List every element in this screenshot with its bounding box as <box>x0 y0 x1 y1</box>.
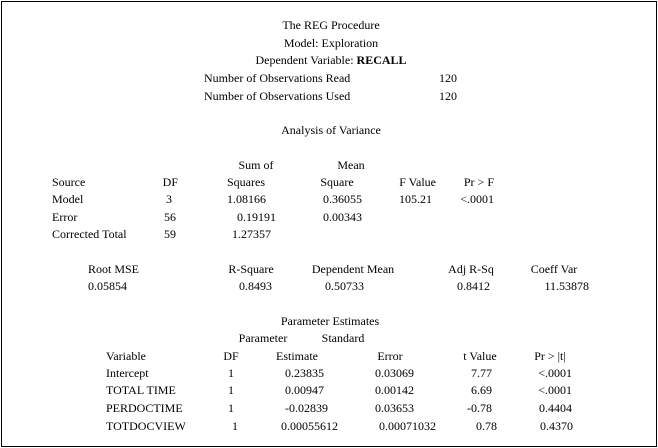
obs-read-label: Number of Observations Read <box>204 71 351 85</box>
anova-row-ms: 0.36055 <box>323 192 362 206</box>
dependent-variable-name: RECALL <box>356 53 407 67</box>
root-mse-label: Root MSE <box>88 262 140 276</box>
anova-row-df: 56 <box>164 210 176 224</box>
anova-squares-header: Squares <box>227 175 265 189</box>
anova-pr-header: Pr > F <box>463 175 494 189</box>
estimates-row-estimate: 0.23835 <box>285 366 324 380</box>
obs-used-label: Number of Observations Used <box>204 89 351 103</box>
estimates-row-estimate: 0.00947 <box>285 383 324 397</box>
estimates-row-pr: 0.4404 <box>539 401 572 415</box>
estimates-row-pr: <.0001 <box>538 383 572 397</box>
estimates-row-tvalue: -0.78 <box>467 401 492 415</box>
estimates-row-error: 0.00071032 <box>379 419 436 433</box>
anova-sum-of-header: Sum of <box>238 158 274 172</box>
dependent-mean-value: 0.50733 <box>325 279 364 293</box>
anova-row-df: 59 <box>164 227 176 241</box>
obs-used-value: 120 <box>439 89 457 103</box>
estimates-variable-header: Variable <box>106 349 146 363</box>
obs-read-value: 120 <box>439 71 457 85</box>
coeff-var-label: Coeff Var <box>530 262 578 276</box>
anova-fvalue-header: F Value <box>399 175 436 189</box>
estimates-row-error: 0.03653 <box>375 401 414 415</box>
anova-row-ss: 1.08166 <box>227 192 266 206</box>
anova-row-source: Error <box>52 210 78 224</box>
estimates-row-df: 1 <box>228 383 234 397</box>
dependent-mean-label: Dependent Mean <box>311 262 395 276</box>
anova-title: Analysis of Variance <box>281 123 381 137</box>
estimates-title: Parameter Estimates <box>280 314 380 328</box>
dependent-variable-label: Dependent Variable: <box>255 53 354 67</box>
anova-df-header: DF <box>162 175 178 189</box>
procedure-title: The REG Procedure <box>282 18 380 32</box>
estimates-estimate-header: Estimate <box>276 349 318 363</box>
anova-mean-header: Mean <box>337 158 365 172</box>
anova-row-ss: 0.19191 <box>237 210 276 224</box>
estimates-row-variable: TOTAL TIME <box>106 383 176 397</box>
estimates-row-error: 0.00142 <box>375 383 414 397</box>
estimates-tvalue-header: t Value <box>463 349 497 363</box>
r-square-label: R-Square <box>228 262 274 276</box>
estimates-row-tvalue: 0.78 <box>476 419 497 433</box>
estimates-standard-header: Standard <box>321 331 365 345</box>
estimates-row-df: 1 <box>232 419 238 433</box>
estimates-df-header: DF <box>223 349 239 363</box>
anova-row-f: 105.21 <box>399 192 432 206</box>
estimates-row-estimate: -0.02839 <box>285 401 328 415</box>
estimates-row-variable: TOTDOCVIEW <box>106 419 186 433</box>
estimates-row-variable: PERDOCTIME <box>106 401 183 415</box>
root-mse-value: 0.05854 <box>88 279 127 293</box>
estimates-row-df: 1 <box>228 366 234 380</box>
adj-r-sq-value: 0.8412 <box>457 279 490 293</box>
estimates-parameter-header: Parameter <box>238 331 288 345</box>
anova-row-source: Model <box>52 192 84 206</box>
estimates-row-variable: Intercept <box>106 366 149 380</box>
estimates-row-tvalue: 6.69 <box>471 383 492 397</box>
estimates-pr-header: Pr > |t| <box>534 349 566 363</box>
coeff-var-value: 11.53878 <box>544 279 589 293</box>
dependent-variable-line: Dependent Variable: RECALL <box>255 53 406 67</box>
adj-r-sq-label: Adj R-Sq <box>448 262 494 276</box>
estimates-row-estimate: 0.00055612 <box>281 419 338 433</box>
anova-square-header: Square <box>320 175 354 189</box>
estimates-row-tvalue: 7.77 <box>471 366 492 380</box>
estimates-row-error: 0.03069 <box>375 366 414 380</box>
anova-row-source: Corrected Total <box>52 227 127 241</box>
estimates-row-pr: 0.4370 <box>540 419 573 433</box>
anova-row-ss: 1.27357 <box>232 227 271 241</box>
model-name: Model: Exploration <box>283 36 379 50</box>
estimates-row-pr: <.0001 <box>538 366 572 380</box>
anova-row-ms: 0.00343 <box>323 210 362 224</box>
anova-row-p: <.0001 <box>460 192 494 206</box>
r-square-value: 0.8493 <box>239 279 272 293</box>
anova-row-df: 3 <box>166 192 172 206</box>
estimates-error-header: Error <box>377 349 403 363</box>
estimates-row-df: 1 <box>228 401 234 415</box>
anova-source-header: Source <box>52 175 86 189</box>
